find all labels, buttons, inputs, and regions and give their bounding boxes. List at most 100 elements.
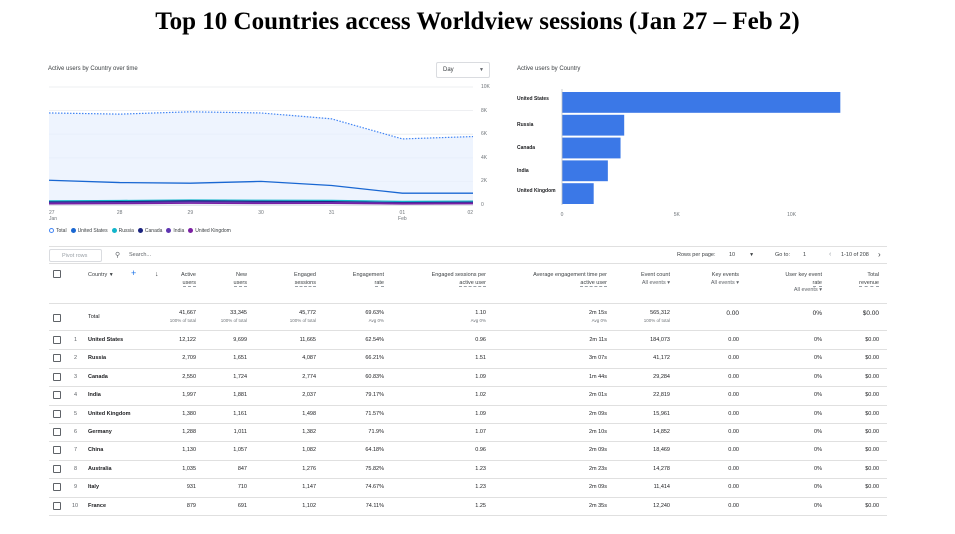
row-divider	[49, 441, 887, 443]
cell-engaged-sessions: 1,082	[302, 447, 316, 454]
event-filter-dropdown[interactable]: All events ▾	[710, 279, 739, 286]
legend-item-india[interactable]: India	[166, 228, 184, 234]
total-key-events: 0.00	[726, 310, 739, 317]
column-header-total-revenue[interactable]: Total revenue	[859, 272, 879, 287]
cell-key-events: 0.00	[728, 337, 739, 343]
total-area-fill	[49, 111, 473, 205]
line-chart-legend: Total United States Russia Canada India …	[49, 228, 231, 234]
cell-avg-time: 2m 10s	[588, 429, 607, 435]
column-header-user-key-event-rate[interactable]: User key event rate All events ▾	[785, 272, 822, 293]
x-tick-label: 27 Jan	[49, 210, 58, 222]
page-range: 1-10 of 208	[841, 252, 869, 258]
column-header-active-users[interactable]: Active users	[181, 272, 196, 287]
total-avg-time: 2m 15s Avg 0%	[588, 310, 607, 323]
row-checkbox[interactable]	[53, 336, 61, 344]
legend-dot-icon	[70, 228, 76, 233]
row-divider	[49, 515, 887, 516]
row-checkbox[interactable]	[53, 409, 61, 418]
row-checkbox[interactable]	[53, 464, 61, 473]
legend-dot-icon	[188, 228, 194, 233]
cell-new-users: 9,699	[233, 337, 247, 343]
row-country[interactable]: Australia	[88, 465, 112, 472]
row-country[interactable]: India	[88, 392, 101, 399]
legend-item-canada[interactable]: Canada	[137, 228, 162, 234]
select-all-checkbox[interactable]	[53, 270, 61, 278]
row-country[interactable]: United Kingdom	[88, 410, 131, 417]
y-tick-label: 10K	[481, 84, 490, 90]
add-dimension-icon[interactable]: +	[131, 268, 137, 278]
cell-engaged-sessions: 1,102	[302, 502, 316, 509]
cell-engagement-rate: 74.67%	[365, 484, 384, 491]
cell-active-users: 12,122	[179, 337, 196, 343]
rows-per-page-select[interactable]: 10 ▼	[729, 252, 755, 258]
row-checkbox[interactable]	[53, 501, 61, 510]
cell-active-users: 931	[186, 484, 196, 491]
cell-active-users: 1,035	[182, 465, 196, 472]
sort-arrow-icon[interactable]: ↓	[155, 271, 159, 278]
legend-item-total[interactable]: Total	[49, 228, 67, 234]
column-header-new-users[interactable]: New users	[233, 272, 247, 287]
row-rank: 10	[72, 502, 79, 509]
legend-item-united-kingdom[interactable]: United Kingdom	[188, 228, 231, 234]
row-country[interactable]: Russia	[88, 355, 107, 362]
row-checkbox[interactable]	[53, 354, 61, 363]
total-row-checkbox[interactable]	[53, 314, 61, 322]
event-filter-dropdown[interactable]: All events ▾	[793, 287, 822, 293]
cell-user-key-rate: 0%	[814, 410, 822, 417]
cell-engaged-sessions: 1,382	[302, 429, 316, 435]
chevron-down-icon: ▼	[749, 252, 755, 258]
row-rank: 7	[74, 447, 78, 454]
column-header-avg-engagement-time[interactable]: Average engagement time per active user	[533, 272, 607, 287]
cell-active-users: 1,130	[182, 447, 196, 454]
column-header-engagement-rate[interactable]: Engagement rate	[352, 272, 384, 287]
row-country[interactable]: Italy	[88, 484, 100, 491]
row-checkbox[interactable]	[53, 372, 61, 381]
cell-new-users: 691	[237, 502, 247, 509]
bar-category-label: United States	[517, 96, 549, 103]
row-country[interactable]: France	[88, 502, 107, 509]
row-divider	[49, 349, 887, 351]
series-line-united-states	[48, 179, 473, 194]
cell-active-users: 2,550	[182, 373, 196, 380]
next-page-icon[interactable]: ›	[878, 250, 881, 259]
row-country[interactable]: Germany	[88, 429, 112, 435]
column-header-key-events[interactable]: Key events All events ▾	[710, 272, 739, 286]
search-input[interactable]: Search...	[129, 252, 152, 258]
granularity-dropdown[interactable]: Day ▼	[436, 62, 490, 78]
row-checkbox[interactable]	[53, 483, 61, 492]
row-country[interactable]: China	[88, 447, 104, 454]
column-header-engaged-sessions[interactable]: Engaged sessions	[293, 272, 316, 287]
legend-item-united-states[interactable]: United States	[70, 228, 108, 234]
cell-avg-time: 2m 35s	[588, 502, 607, 509]
legend-item-russia[interactable]: Russia	[111, 228, 134, 234]
cell-event-count: 14,278	[653, 465, 670, 472]
event-filter-dropdown[interactable]: All events ▾	[641, 279, 670, 286]
cell-new-users: 1,724	[233, 373, 247, 380]
column-header-country[interactable]: Country ▼	[88, 272, 114, 278]
line-chart-label: Active users by Country over time	[48, 66, 138, 72]
cell-key-events: 0.00	[728, 410, 739, 417]
series-line-russia	[48, 199, 474, 203]
column-header-event-count[interactable]: Event count All events ▾	[640, 272, 670, 286]
row-rank: 8	[74, 465, 78, 472]
prev-page-icon[interactable]: ‹	[829, 251, 832, 258]
row-checkbox[interactable]	[53, 446, 61, 455]
row-country[interactable]: Canada	[88, 373, 108, 380]
cell-engaged-per-user: 1.25	[475, 502, 486, 509]
cell-engaged-per-user: 1.51	[475, 355, 486, 362]
cell-new-users: 1,057	[233, 447, 247, 454]
cell-total-revenue: $0.00	[865, 429, 879, 435]
cell-user-key-rate: 0%	[814, 447, 822, 454]
cell-user-key-rate: 0%	[814, 484, 822, 491]
divider	[49, 303, 887, 304]
divider	[49, 263, 887, 264]
row-checkbox[interactable]	[53, 391, 61, 400]
column-header-engaged-sessions-per-user[interactable]: Engaged sessions per active user	[431, 272, 486, 287]
pivot-rows-toggle[interactable]: Pivot rows	[49, 249, 102, 262]
cell-total-revenue: $0.00	[865, 392, 879, 399]
cell-event-count: 22,819	[653, 392, 670, 399]
goto-input[interactable]: 1	[803, 252, 807, 258]
row-checkbox[interactable]	[53, 428, 61, 436]
row-rank: 3	[74, 373, 78, 380]
row-country[interactable]: United States	[88, 337, 124, 343]
